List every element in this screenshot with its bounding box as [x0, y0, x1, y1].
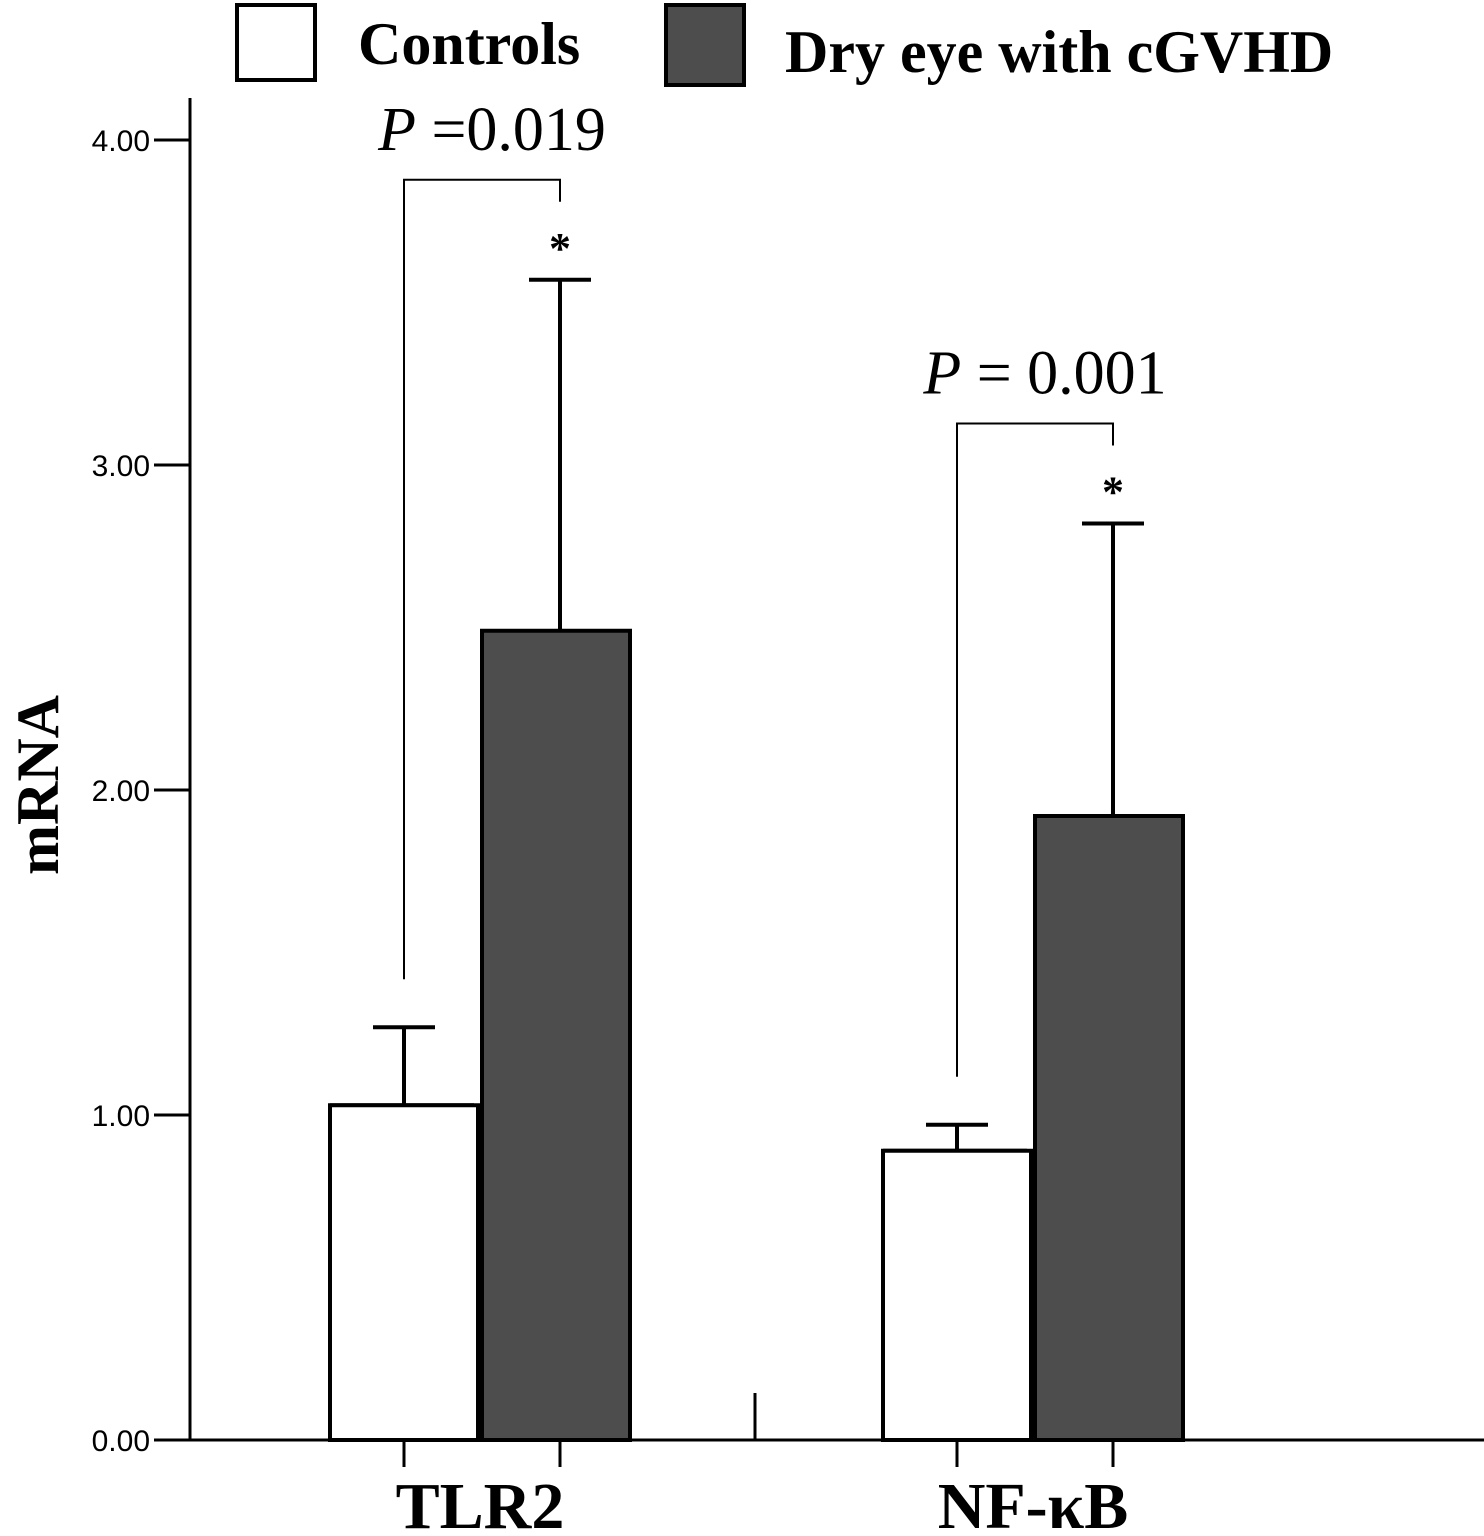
y-ticks: 0.00 1.00 2.00 3.00 4.00 — [92, 125, 190, 1458]
category-labels: TLR2 NF-κB — [396, 1440, 1129, 1536]
p-value-label: P = 0.001 — [922, 340, 1166, 408]
y-tick-label: 1.00 — [92, 1100, 150, 1133]
bars — [328, 628, 1185, 1442]
legend: Controls Dry eye with cGVHD — [235, 3, 1333, 87]
error-bars — [330, 277, 1144, 1186]
bar — [328, 1103, 480, 1442]
legend-swatch-dry-eye — [664, 3, 746, 87]
significance-star: * — [1102, 468, 1124, 517]
p-symbol: P — [922, 340, 961, 408]
y-tick-label: 2.00 — [92, 775, 150, 808]
p-value: =0.019 — [416, 96, 606, 164]
significance-bracket — [956, 422, 1114, 1077]
y-tick-label: 0.00 — [92, 1425, 150, 1458]
bar — [881, 1148, 1033, 1442]
p-value-label: P =0.019 — [377, 96, 606, 164]
y-tick-label: 3.00 — [92, 450, 150, 483]
legend-label-controls: Controls — [358, 11, 580, 77]
category-label: TLR2 — [396, 1470, 565, 1536]
category-label: NF-κB — [938, 1470, 1129, 1536]
y-axis-title: mRNA — [5, 695, 71, 875]
p-symbol: P — [377, 96, 416, 164]
legend-label-dry-eye: Dry eye with cGVHD — [785, 19, 1333, 85]
significance-annotations: * P =0.019 * P = 0.001 — [377, 96, 1167, 1077]
bar — [480, 628, 632, 1442]
significance-star: * — [549, 224, 571, 273]
significance-bracket — [403, 178, 561, 980]
p-value: = 0.001 — [961, 340, 1166, 408]
y-tick-label: 4.00 — [92, 125, 150, 158]
bar — [1033, 814, 1185, 1442]
legend-swatch-controls — [235, 3, 317, 82]
